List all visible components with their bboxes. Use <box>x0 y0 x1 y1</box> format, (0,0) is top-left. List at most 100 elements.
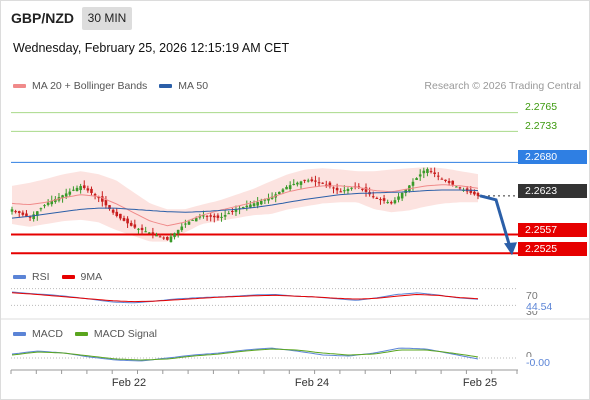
candle-body <box>310 179 314 182</box>
candle-body <box>379 199 382 201</box>
candle-body <box>390 202 393 204</box>
candle-body <box>14 211 17 213</box>
candle-body <box>97 197 100 199</box>
legend-ma20-label: MA 20 + Bollinger Bands <box>32 80 148 92</box>
candle-body <box>32 214 35 220</box>
candle-body <box>202 215 205 217</box>
candle-body <box>397 196 400 200</box>
candle-body <box>400 192 404 199</box>
candle-body <box>111 209 115 213</box>
rsi-value: 44.54 <box>526 301 553 313</box>
candle-body <box>198 216 202 218</box>
candle-body <box>350 187 353 189</box>
legend-ma50-swatch <box>159 84 173 88</box>
candle-body <box>166 236 169 240</box>
candle-body <box>223 215 227 217</box>
candle-body <box>46 202 50 205</box>
candle-body <box>245 205 249 208</box>
candle-body <box>212 215 216 218</box>
macd-legend: MACD MACD Signal <box>13 328 169 340</box>
candle-body <box>231 210 234 212</box>
candle-body <box>267 198 270 201</box>
candle-body <box>259 200 263 205</box>
candle-body <box>220 216 223 218</box>
candle-body <box>288 185 292 190</box>
candle-body <box>137 228 140 230</box>
legend-macd-signal-swatch <box>74 332 88 336</box>
level-label-support2: 2.2525 <box>518 242 587 256</box>
candle-body <box>447 181 451 183</box>
candle-body <box>335 187 339 191</box>
timeframe-badge[interactable]: 30 MIN <box>82 7 132 30</box>
ma20-line <box>11 184 479 227</box>
candle-body <box>393 200 397 204</box>
candle-body <box>314 180 317 182</box>
candle-body <box>458 187 462 189</box>
candle-body <box>375 197 379 199</box>
candle-body <box>296 182 299 185</box>
timestamp: Wednesday, February 25, 2026 12:15:19 AM… <box>13 41 290 55</box>
legend-macd-label: MACD <box>32 328 63 340</box>
candle-body <box>93 194 97 196</box>
candle-body <box>155 235 158 237</box>
candle-body <box>68 191 72 195</box>
candle-body <box>209 215 212 217</box>
candle-body <box>455 186 458 188</box>
candle-body <box>227 213 231 215</box>
candle-body <box>469 189 473 193</box>
candle-body <box>216 215 220 218</box>
candle-body <box>10 209 14 212</box>
candle-body <box>422 170 426 174</box>
candle-body <box>418 174 422 177</box>
candle-body <box>263 199 267 201</box>
main-legend: MA 20 + Bollinger Bands MA 50 <box>13 80 220 92</box>
macd-signal-line <box>11 348 479 361</box>
candle-body <box>90 188 93 193</box>
candle-body <box>108 205 111 210</box>
legend-9ma-swatch <box>61 275 75 279</box>
legend-macd-signal: MACD Signal <box>74 328 157 340</box>
level-label-2765: 2.2765 <box>525 101 558 113</box>
candle-body <box>50 200 54 205</box>
candle-body <box>436 175 440 177</box>
candle-body <box>162 237 166 239</box>
candle-body <box>158 236 162 238</box>
forecast-arrowhead <box>504 242 517 256</box>
candle-body <box>473 191 476 195</box>
candle-body <box>194 218 198 222</box>
candle-body <box>187 221 191 225</box>
candle-body <box>64 193 68 197</box>
macd-line <box>11 347 479 362</box>
candle-body <box>115 211 119 216</box>
legend-macd: MACD <box>13 328 63 340</box>
candle-body <box>79 186 82 191</box>
candle-body <box>321 182 324 184</box>
symbol-title: GBP/NZD <box>11 10 74 26</box>
candle-body <box>176 229 180 234</box>
candle-body <box>386 202 389 204</box>
candle-body <box>299 181 303 185</box>
macd-value: -0.00 <box>526 357 550 369</box>
candle-body <box>25 213 28 217</box>
candle-body <box>371 196 375 198</box>
candle-body <box>361 188 364 190</box>
candle-body <box>72 189 75 191</box>
candle-body <box>129 222 133 226</box>
ma50-line <box>11 189 479 219</box>
candle-body <box>82 185 86 189</box>
legend-rsi-swatch <box>13 275 26 279</box>
candle-body <box>404 189 408 194</box>
legend-9ma: 9MA <box>61 271 102 283</box>
level-label-pivot: 2.2680 <box>518 150 587 164</box>
x-tick-feb25: Feb 25 <box>462 377 498 389</box>
candle-body <box>303 179 306 181</box>
candle-body <box>256 202 259 206</box>
candle-body <box>270 196 274 199</box>
candle-body <box>119 213 122 219</box>
candle-body <box>285 186 288 190</box>
candle-body <box>122 218 126 221</box>
candle-body <box>54 198 57 203</box>
legend-ma20-swatch <box>13 84 26 88</box>
candle-body <box>426 169 429 173</box>
macd-zero-label: 0 <box>526 350 532 357</box>
